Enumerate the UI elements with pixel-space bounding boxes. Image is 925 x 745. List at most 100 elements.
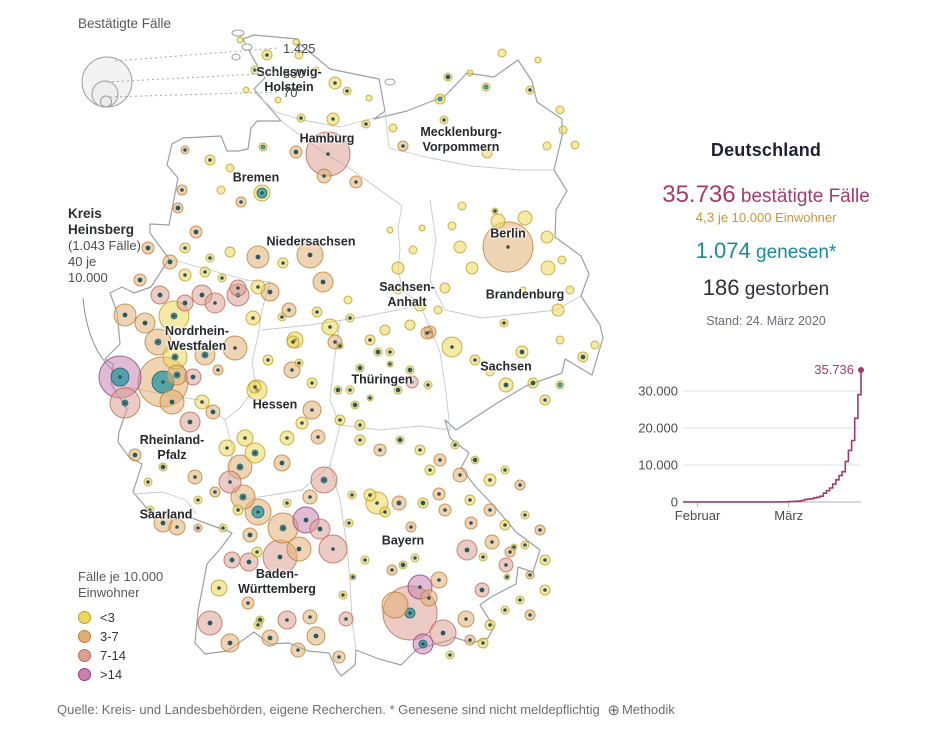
district-bubble[interactable] <box>218 470 242 494</box>
district-bubble[interactable] <box>464 516 478 530</box>
district-bubble[interactable] <box>464 494 476 506</box>
district-bubble[interactable] <box>483 503 497 517</box>
district-bubble[interactable] <box>98 355 142 399</box>
district-bubble[interactable] <box>204 154 216 166</box>
district-bubble[interactable] <box>141 241 155 255</box>
district-bubble[interactable] <box>209 486 221 498</box>
district-bubble[interactable] <box>433 305 443 315</box>
district-bubble[interactable] <box>515 345 529 359</box>
district-bubble[interactable] <box>178 268 192 282</box>
district-bubble[interactable] <box>223 551 241 569</box>
district-bubble[interactable] <box>232 504 244 516</box>
district-bubble[interactable] <box>452 467 468 483</box>
district-bubble[interactable] <box>236 36 244 44</box>
district-bubble[interactable] <box>277 312 287 322</box>
district-bubble[interactable] <box>405 375 419 389</box>
district-bubble[interactable] <box>318 534 348 564</box>
district-bubble[interactable] <box>503 573 511 581</box>
district-bubble[interactable] <box>499 519 511 531</box>
district-bubble[interactable] <box>253 620 263 630</box>
district-bubble[interactable] <box>540 230 554 244</box>
district-bubble[interactable] <box>361 119 371 129</box>
district-bubble[interactable] <box>424 464 436 476</box>
district-bubble[interactable] <box>180 145 190 155</box>
district-bubble[interactable] <box>443 72 453 82</box>
district-bubble[interactable] <box>527 377 539 389</box>
district-bubble[interactable] <box>328 76 342 90</box>
district-bubble[interactable] <box>204 292 226 314</box>
district-bubble[interactable] <box>590 340 600 350</box>
district-bubble[interactable] <box>438 503 452 517</box>
district-bubble[interactable] <box>217 273 227 283</box>
district-bubble[interactable] <box>413 298 427 312</box>
district-bubble[interactable] <box>194 394 210 410</box>
district-bubble[interactable] <box>133 273 147 287</box>
district-bubble[interactable] <box>316 168 332 184</box>
district-bubble[interactable] <box>386 564 398 576</box>
district-bubble[interactable] <box>485 367 495 377</box>
district-bubble[interactable] <box>525 570 535 580</box>
district-bubble[interactable] <box>261 629 279 647</box>
district-bubble[interactable] <box>366 394 374 402</box>
district-bubble[interactable] <box>199 266 211 278</box>
district-bubble[interactable] <box>453 240 467 254</box>
district-bubble[interactable] <box>248 380 262 394</box>
district-bubble[interactable] <box>286 536 312 562</box>
district-bubble[interactable] <box>519 286 527 294</box>
district-bubble[interactable] <box>253 184 271 202</box>
district-bubble[interactable] <box>558 125 568 135</box>
district-bubble[interactable] <box>250 65 260 75</box>
district-bubble[interactable] <box>302 489 318 505</box>
district-bubble[interactable] <box>220 633 240 653</box>
district-bubble[interactable] <box>347 490 357 500</box>
district-bubble[interactable] <box>292 38 300 46</box>
district-bubble[interactable] <box>379 506 391 518</box>
district-bubble[interactable] <box>464 634 476 646</box>
district-bubble[interactable] <box>483 473 497 487</box>
district-bubble[interactable] <box>381 591 409 619</box>
district-bubble[interactable] <box>534 56 542 64</box>
district-bubble[interactable] <box>162 254 178 270</box>
district-bubble[interactable] <box>540 260 556 276</box>
methodik-link[interactable]: Methodik <box>621 702 675 717</box>
district-bubble[interactable] <box>484 619 496 631</box>
district-bubble[interactable] <box>551 303 565 317</box>
district-bubble[interactable] <box>294 358 304 368</box>
district-bubble[interactable] <box>498 377 514 393</box>
district-bubble[interactable] <box>145 505 155 515</box>
district-bubble[interactable] <box>478 552 488 562</box>
district-bubble[interactable] <box>250 279 266 295</box>
district-bubble[interactable] <box>432 487 446 501</box>
district-bubble[interactable] <box>420 326 434 340</box>
district-bubble[interactable] <box>360 555 370 565</box>
district-bubble[interactable] <box>187 469 203 485</box>
district-bubble[interactable] <box>391 495 407 511</box>
district-bubble[interactable] <box>379 324 391 336</box>
district-bubble[interactable] <box>386 360 394 368</box>
district-bubble[interactable] <box>159 389 185 415</box>
district-bubble[interactable] <box>162 344 188 370</box>
district-bubble[interactable] <box>365 94 373 102</box>
district-bubble[interactable] <box>349 175 363 189</box>
district-bubble[interactable] <box>193 523 203 533</box>
district-bubble[interactable] <box>470 455 480 465</box>
district-bubble[interactable] <box>277 610 297 630</box>
district-bubble[interactable] <box>113 303 137 327</box>
district-bubble[interactable] <box>441 336 463 358</box>
district-bubble[interactable] <box>128 448 142 462</box>
district-bubble[interactable] <box>466 69 474 77</box>
district-bubble[interactable] <box>229 279 247 297</box>
district-bubble[interactable] <box>251 546 263 558</box>
district-bubble[interactable] <box>395 435 405 445</box>
district-bubble[interactable] <box>205 253 215 263</box>
district-bubble[interactable] <box>557 255 567 265</box>
district-bubble[interactable] <box>498 557 514 573</box>
district-bubble[interactable] <box>279 430 295 446</box>
district-bubble[interactable] <box>414 444 426 456</box>
district-bubble[interactable] <box>393 385 403 395</box>
district-bubble[interactable] <box>302 609 318 625</box>
district-bubble[interactable] <box>397 140 409 152</box>
district-bubble[interactable] <box>355 363 365 373</box>
district-bubble[interactable] <box>267 512 299 544</box>
district-bubble[interactable] <box>481 147 493 159</box>
